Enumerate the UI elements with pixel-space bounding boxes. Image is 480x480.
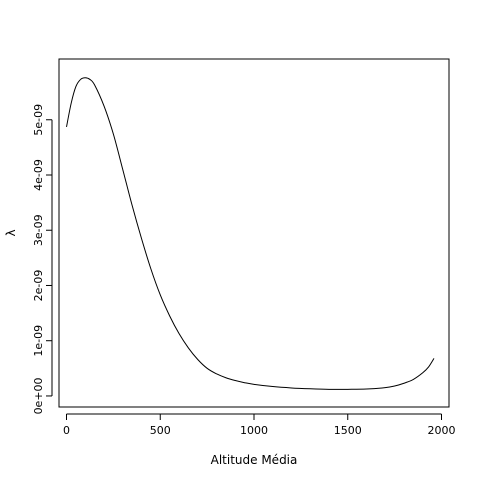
x-tick-label: 0: [63, 424, 70, 437]
x-tick-label: 1000: [240, 424, 268, 437]
x-axis-title: Altitude Média: [211, 453, 298, 467]
series-line: [67, 78, 435, 390]
x-axis: 0 500 1000 1500 2000: [63, 414, 456, 437]
y-tick-label: 2e-09: [32, 270, 45, 302]
x-tick-label: 500: [150, 424, 171, 437]
y-tick-label: 0e+00: [32, 377, 45, 414]
y-axis: 0e+00 1e-09 2e-09 3e-09 4e-09 5e-09: [32, 104, 52, 415]
y-tick-label: 5e-09: [32, 104, 45, 136]
x-tick-label: 2000: [428, 424, 456, 437]
y-tick-label: 1e-09: [32, 325, 45, 357]
y-axis-title: λ: [4, 229, 18, 236]
x-tick-label: 1500: [334, 424, 362, 437]
y-tick-label: 3e-09: [32, 214, 45, 246]
y-tick-label: 4e-09: [32, 159, 45, 191]
plot-frame: [59, 59, 449, 407]
